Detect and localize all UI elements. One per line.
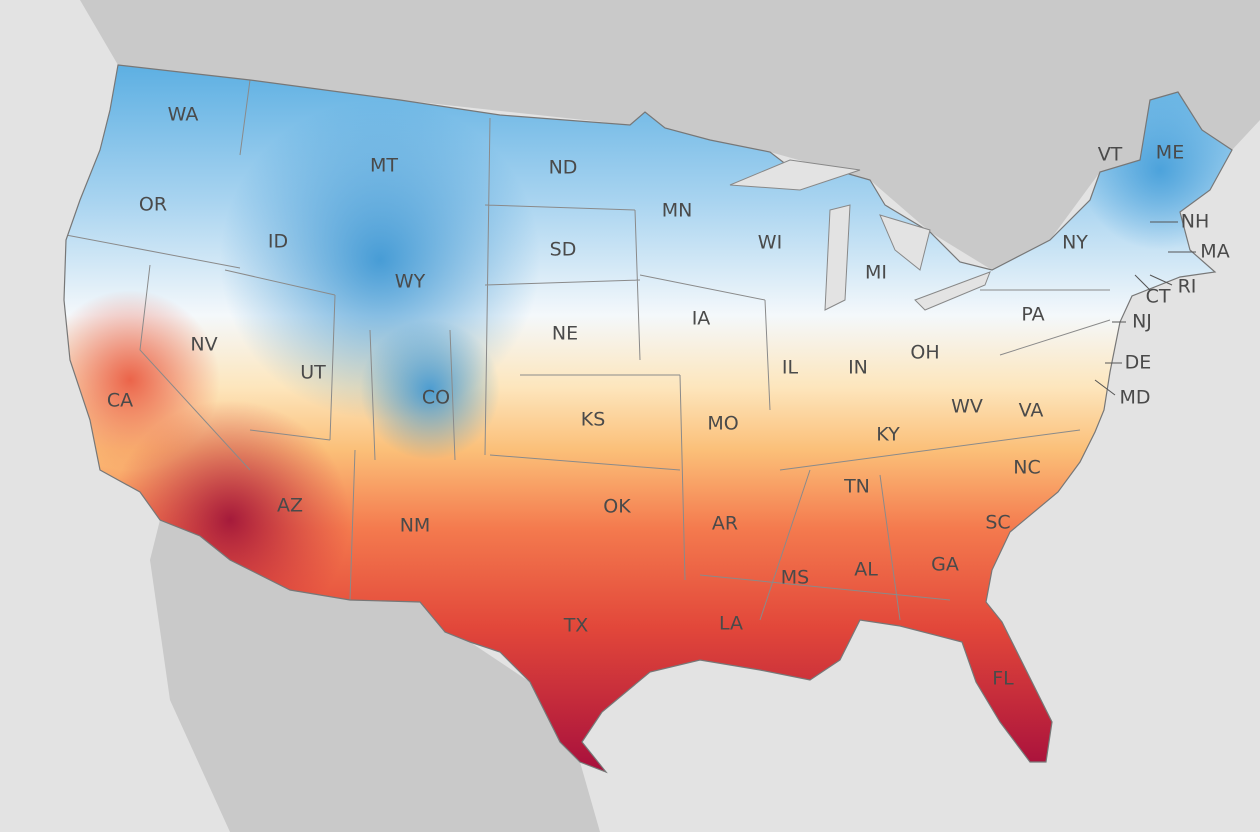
state-label: VA — [1019, 400, 1044, 422]
state-label: KS — [581, 409, 606, 431]
state-label: AR — [712, 513, 738, 535]
state-label: MA — [1200, 241, 1229, 263]
state-label: CT — [1146, 286, 1171, 308]
great-lakes — [729, 159, 991, 311]
lake-erie — [914, 271, 991, 311]
state-label: ID — [268, 231, 288, 253]
state-label: OH — [910, 342, 939, 364]
state-label: KY — [876, 424, 900, 446]
state-label: VT — [1098, 144, 1123, 166]
state-label: OK — [603, 496, 631, 518]
state-label: RI — [1178, 276, 1197, 298]
state-label: MS — [781, 567, 809, 589]
state-label: MO — [707, 413, 738, 435]
state-label: TX — [563, 615, 589, 637]
state-label: NC — [1013, 457, 1040, 479]
lake-huron — [879, 214, 931, 271]
state-label: UT — [300, 362, 326, 384]
leader-lines — [1094, 221, 1196, 396]
state-label: AZ — [277, 495, 303, 517]
state-label: MN — [662, 200, 693, 222]
state-label: GA — [931, 554, 959, 576]
state-label: WI — [758, 232, 782, 254]
leader-line — [1134, 274, 1151, 291]
state-labels: WA OR ID MT ND MN WI MI NY VT ME NH MA C… — [107, 104, 1230, 690]
state-label: MI — [865, 262, 887, 284]
state-label: MT — [370, 155, 398, 177]
canada — [0, 0, 1260, 270]
state-label: NH — [1181, 211, 1210, 233]
state-label: NY — [1062, 232, 1088, 254]
state-label: IN — [848, 357, 868, 379]
state-label: NM — [400, 515, 431, 537]
state-label: NJ — [1132, 311, 1152, 333]
state-label: WV — [951, 396, 983, 418]
state-label: TN — [843, 476, 870, 498]
lake-michigan — [824, 204, 851, 311]
state-label: OR — [139, 194, 167, 216]
state-label: SD — [550, 239, 577, 261]
state-label: ME — [1156, 142, 1184, 164]
leader-line — [1094, 379, 1116, 396]
state-borders — [65, 79, 1111, 621]
state-label: WY — [395, 271, 426, 293]
state-label: IA — [692, 308, 711, 330]
state-label: IL — [782, 357, 799, 379]
state-label: SC — [985, 512, 1010, 534]
state-label: NE — [552, 323, 578, 345]
state-label: WA — [168, 104, 199, 126]
state-label: AL — [854, 559, 878, 581]
mexico — [150, 520, 600, 832]
state-label: LA — [719, 613, 743, 635]
state-label: CA — [107, 390, 133, 412]
state-label: DE — [1125, 352, 1152, 374]
leader-line — [1149, 274, 1173, 286]
state-label: PA — [1021, 304, 1044, 326]
state-label: FL — [992, 668, 1014, 690]
lake-superior — [729, 159, 861, 191]
state-label: NV — [190, 334, 217, 356]
state-label: MD — [1119, 387, 1150, 409]
state-label: CO — [422, 387, 450, 409]
state-label: ND — [549, 157, 578, 179]
